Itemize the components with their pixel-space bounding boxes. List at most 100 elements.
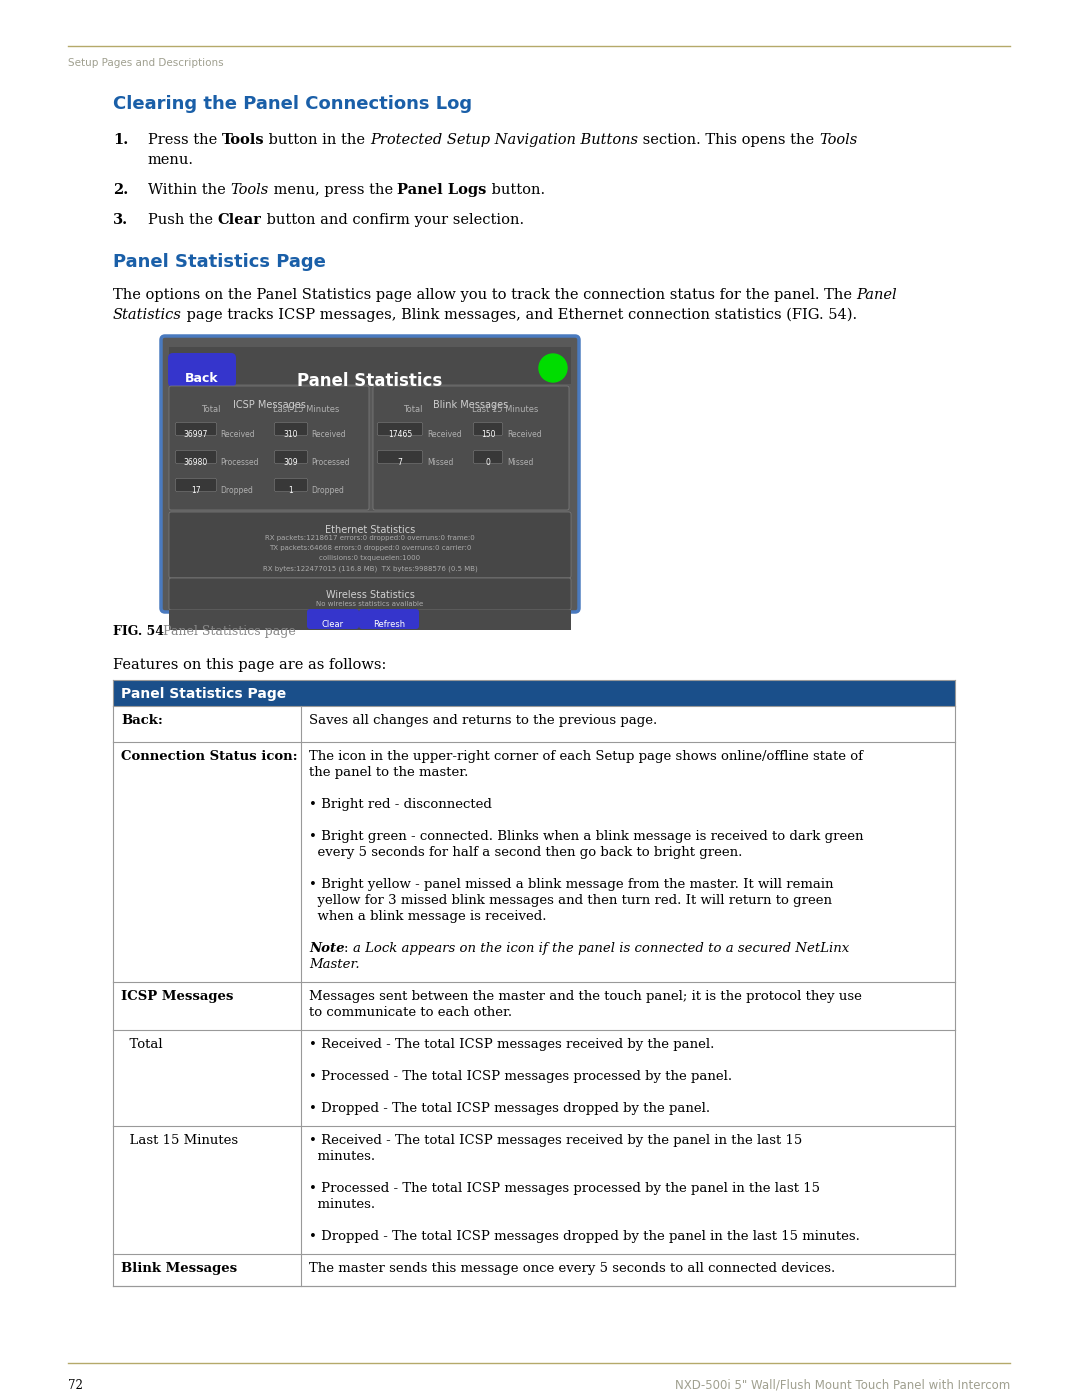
Text: Blink Messages: Blink Messages <box>121 1261 238 1275</box>
Text: • Processed - The total ICSP messages processed by the panel in the last 15: • Processed - The total ICSP messages pr… <box>309 1182 820 1194</box>
Text: Last 15 Minutes: Last 15 Minutes <box>273 405 339 414</box>
Text: button in the: button in the <box>265 133 370 147</box>
FancyBboxPatch shape <box>373 386 569 510</box>
Text: Tools: Tools <box>230 183 269 197</box>
Text: • Bright yellow - panel missed a blink message from the master. It will remain: • Bright yellow - panel missed a blink m… <box>309 877 834 891</box>
Text: • Dropped - The total ICSP messages dropped by the panel.: • Dropped - The total ICSP messages drop… <box>309 1102 711 1115</box>
Text: Last 15 Minutes: Last 15 Minutes <box>121 1134 238 1147</box>
Text: Received: Received <box>220 430 255 439</box>
FancyBboxPatch shape <box>378 450 422 464</box>
Text: Processed: Processed <box>220 458 258 467</box>
Text: RX packets:1218617 errors:0 dropped:0 overruns:0 frame:0: RX packets:1218617 errors:0 dropped:0 ov… <box>265 535 475 541</box>
Text: button and confirm your selection.: button and confirm your selection. <box>261 212 524 226</box>
Text: collisions:0 txqueuelen:1000: collisions:0 txqueuelen:1000 <box>320 555 420 562</box>
Text: Statistics: Statistics <box>113 307 181 321</box>
Text: Total: Total <box>201 405 220 414</box>
Text: FIG. 54: FIG. 54 <box>113 624 164 638</box>
FancyBboxPatch shape <box>168 578 571 610</box>
FancyBboxPatch shape <box>307 609 359 629</box>
Text: 0: 0 <box>486 458 490 467</box>
Text: 17: 17 <box>191 486 201 495</box>
Bar <box>113 1255 955 1287</box>
FancyBboxPatch shape <box>168 511 571 578</box>
Text: 17465: 17465 <box>388 430 413 439</box>
Text: Back: Back <box>185 372 219 386</box>
Text: The master sends this message once every 5 seconds to all connected devices.: The master sends this message once every… <box>309 1261 835 1275</box>
FancyBboxPatch shape <box>274 479 308 492</box>
Text: Press the: Press the <box>148 133 221 147</box>
Text: • Received - The total ICSP messages received by the panel in the last 15: • Received - The total ICSP messages rec… <box>309 1134 802 1147</box>
Text: to communicate to each other.: to communicate to each other. <box>309 1006 512 1018</box>
Text: Total: Total <box>121 1038 163 1051</box>
Bar <box>113 982 955 1030</box>
Text: Tools: Tools <box>221 133 265 147</box>
Text: Refresh: Refresh <box>373 620 405 629</box>
Text: ICSP Messages: ICSP Messages <box>232 400 306 409</box>
Text: Last 15 Minutes: Last 15 Minutes <box>472 405 538 414</box>
Text: minutes.: minutes. <box>309 1199 375 1211</box>
FancyBboxPatch shape <box>175 422 216 436</box>
Text: 3.: 3. <box>113 212 129 226</box>
Bar <box>113 680 955 705</box>
Text: 1.: 1. <box>113 133 129 147</box>
Bar <box>113 705 955 742</box>
Text: 72: 72 <box>68 1379 83 1391</box>
FancyBboxPatch shape <box>168 386 369 510</box>
Text: ICSP Messages: ICSP Messages <box>121 990 233 1003</box>
Text: Messages sent between the master and the touch panel; it is the protocol they us: Messages sent between the master and the… <box>309 990 862 1003</box>
Text: TX packets:64668 errors:0 dropped:0 overruns:0 carrier:0: TX packets:64668 errors:0 dropped:0 over… <box>269 545 471 550</box>
Text: Panel Logs: Panel Logs <box>397 183 487 197</box>
Text: Tools: Tools <box>819 133 858 147</box>
Bar <box>113 1030 955 1126</box>
Text: No wireless statistics available: No wireless statistics available <box>316 601 423 608</box>
Text: menu, press the: menu, press the <box>269 183 397 197</box>
Text: • Bright green - connected. Blinks when a blink message is received to dark gree: • Bright green - connected. Blinks when … <box>309 830 864 842</box>
Text: minutes.: minutes. <box>309 1150 375 1162</box>
Text: 2.: 2. <box>113 183 129 197</box>
Text: Ethernet Statistics: Ethernet Statistics <box>325 525 415 535</box>
Text: yellow for 3 missed blink messages and then turn red. It will return to green: yellow for 3 missed blink messages and t… <box>309 894 832 907</box>
Text: Saves all changes and returns to the previous page.: Saves all changes and returns to the pre… <box>309 714 658 726</box>
Text: Total: Total <box>403 405 422 414</box>
Text: Push the: Push the <box>148 212 218 226</box>
Text: Missed: Missed <box>427 458 454 467</box>
Text: NXD-500i 5" Wall/Flush Mount Touch Panel with Intercom: NXD-500i 5" Wall/Flush Mount Touch Panel… <box>675 1379 1010 1391</box>
Text: Protected Setup Navigation Buttons: Protected Setup Navigation Buttons <box>370 133 638 147</box>
Text: Clear: Clear <box>322 620 345 629</box>
Text: page tracks ICSP messages, Blink messages, and Ethernet connection statistics (F: page tracks ICSP messages, Blink message… <box>181 307 858 323</box>
Text: Note: Note <box>309 942 345 956</box>
FancyBboxPatch shape <box>175 479 216 492</box>
Text: The icon in the upper-right corner of each Setup page shows online/offline state: The icon in the upper-right corner of ea… <box>309 750 863 763</box>
FancyBboxPatch shape <box>161 337 579 612</box>
Bar <box>168 346 571 384</box>
Text: Panel: Panel <box>856 288 897 302</box>
Text: Features on this page are as follows:: Features on this page are as follows: <box>113 658 387 672</box>
FancyBboxPatch shape <box>274 450 308 464</box>
Text: 150: 150 <box>481 430 496 439</box>
Text: • Received - The total ICSP messages received by the panel.: • Received - The total ICSP messages rec… <box>309 1038 714 1051</box>
Text: Back:: Back: <box>121 714 163 726</box>
Text: Master.: Master. <box>309 958 360 971</box>
Text: Clearing the Panel Connections Log: Clearing the Panel Connections Log <box>113 95 472 113</box>
FancyBboxPatch shape <box>168 353 237 387</box>
Text: when a blink message is received.: when a blink message is received. <box>309 909 546 923</box>
FancyBboxPatch shape <box>378 422 422 436</box>
Text: 36997: 36997 <box>184 430 208 439</box>
Text: Panel Statistics page: Panel Statistics page <box>156 624 296 638</box>
Text: Dropped: Dropped <box>311 486 343 495</box>
Bar <box>113 1126 955 1255</box>
Text: every 5 seconds for half a second then go back to bright green.: every 5 seconds for half a second then g… <box>309 847 742 859</box>
Text: Dropped: Dropped <box>220 486 253 495</box>
Text: Wireless Statistics: Wireless Statistics <box>325 590 415 599</box>
Text: the panel to the master.: the panel to the master. <box>309 766 469 780</box>
Text: Panel Statistics Page: Panel Statistics Page <box>113 253 326 271</box>
Text: • Processed - The total ICSP messages processed by the panel.: • Processed - The total ICSP messages pr… <box>309 1070 732 1083</box>
FancyBboxPatch shape <box>175 450 216 464</box>
Bar <box>113 742 955 982</box>
Text: • Dropped - The total ICSP messages dropped by the panel in the last 15 minutes.: • Dropped - The total ICSP messages drop… <box>309 1229 860 1243</box>
Text: 1: 1 <box>288 486 294 495</box>
Text: Connection Status icon:: Connection Status icon: <box>121 750 298 763</box>
Text: Clear: Clear <box>218 212 261 226</box>
Bar <box>168 610 571 630</box>
Text: Received: Received <box>427 430 461 439</box>
